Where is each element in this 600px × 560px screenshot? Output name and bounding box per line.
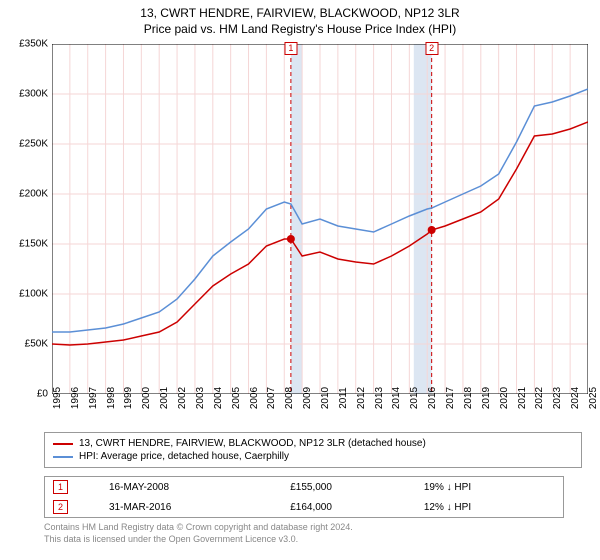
y-tick-label: £300K: [19, 89, 48, 100]
x-tick-label: 2014: [391, 387, 402, 409]
legend-swatch-hpi: [53, 456, 73, 458]
footnote: Contains HM Land Registry data © Crown c…: [44, 522, 353, 545]
x-tick-label: 1995: [52, 387, 63, 409]
y-tick-label: £350K: [19, 39, 48, 50]
x-tick-label: 2007: [266, 387, 277, 409]
y-tick-label: £200K: [19, 189, 48, 200]
x-tick-label: 2023: [552, 387, 563, 409]
footnote-line-1: Contains HM Land Registry data © Crown c…: [44, 522, 353, 532]
sale-date-2: 31-MAR-2016: [101, 497, 282, 518]
x-tick-label: 2022: [534, 387, 545, 409]
sale-marker-label: 2: [425, 42, 438, 55]
y-tick-label: £50K: [25, 339, 48, 350]
chart-title: 13, CWRT HENDRE, FAIRVIEW, BLACKWOOD, NP…: [0, 0, 600, 22]
x-tick-label: 2010: [320, 387, 331, 409]
y-tick-label: £0: [37, 389, 48, 400]
x-tick-label: 2017: [445, 387, 456, 409]
x-tick-label: 2002: [177, 387, 188, 409]
x-tick-label: 2012: [356, 387, 367, 409]
x-tick-label: 2000: [141, 387, 152, 409]
y-tick-label: £100K: [19, 289, 48, 300]
x-tick-label: 2021: [517, 387, 528, 409]
legend-swatch-property: [53, 443, 73, 445]
x-tick-label: 2025: [588, 387, 599, 409]
legend-label-property: 13, CWRT HENDRE, FAIRVIEW, BLACKWOOD, NP…: [79, 438, 426, 449]
x-tick-label: 2013: [374, 387, 385, 409]
sale-marker-1: 1: [53, 480, 68, 494]
chart-subtitle: Price paid vs. HM Land Registry's House …: [0, 22, 600, 40]
x-tick-label: 2005: [231, 387, 242, 409]
sale-marker-label: 1: [284, 42, 297, 55]
x-tick-label: 2020: [499, 387, 510, 409]
x-tick-label: 1998: [106, 387, 117, 409]
chart-area: £0£50K£100K£150K£200K£250K£300K£350K1995…: [52, 44, 588, 394]
legend-label-hpi: HPI: Average price, detached house, Caer…: [79, 451, 289, 462]
sale-diff-1: 19% ↓ HPI: [416, 477, 564, 498]
legend-item-hpi: HPI: Average price, detached house, Caer…: [53, 450, 573, 463]
x-tick-label: 2008: [284, 387, 295, 409]
x-tick-label: 1999: [123, 387, 134, 409]
x-tick-label: 2016: [427, 387, 438, 409]
x-tick-label: 2011: [338, 387, 349, 409]
sale-diff-2: 12% ↓ HPI: [416, 497, 564, 518]
y-tick-label: £150K: [19, 239, 48, 250]
x-tick-label: 2019: [481, 387, 492, 409]
x-tick-label: 1997: [88, 387, 99, 409]
x-tick-label: 1996: [70, 387, 81, 409]
sales-table: 1 16-MAY-2008 £155,000 19% ↓ HPI 2 31-MA…: [44, 476, 564, 518]
legend-item-property: 13, CWRT HENDRE, FAIRVIEW, BLACKWOOD, NP…: [53, 437, 573, 450]
sale-price-1: £155,000: [282, 477, 416, 498]
chart-container: 13, CWRT HENDRE, FAIRVIEW, BLACKWOOD, NP…: [0, 0, 600, 560]
x-tick-label: 2015: [409, 387, 420, 409]
x-tick-label: 2001: [159, 387, 170, 409]
footnote-line-2: This data is licensed under the Open Gov…: [44, 534, 298, 544]
sale-date-1: 16-MAY-2008: [101, 477, 282, 498]
sale-price-2: £164,000: [282, 497, 416, 518]
y-tick-label: £250K: [19, 139, 48, 150]
x-tick-label: 2006: [249, 387, 260, 409]
legend-box: 13, CWRT HENDRE, FAIRVIEW, BLACKWOOD, NP…: [44, 432, 582, 468]
x-tick-label: 2004: [213, 387, 224, 409]
x-tick-label: 2009: [302, 387, 313, 409]
sale-marker-2: 2: [53, 500, 68, 514]
sales-row-2: 2 31-MAR-2016 £164,000 12% ↓ HPI: [45, 497, 564, 518]
x-tick-label: 2018: [463, 387, 474, 409]
x-tick-label: 2024: [570, 387, 581, 409]
sales-row-1: 1 16-MAY-2008 £155,000 19% ↓ HPI: [45, 477, 564, 498]
chart-svg: [52, 44, 588, 394]
x-tick-label: 2003: [195, 387, 206, 409]
